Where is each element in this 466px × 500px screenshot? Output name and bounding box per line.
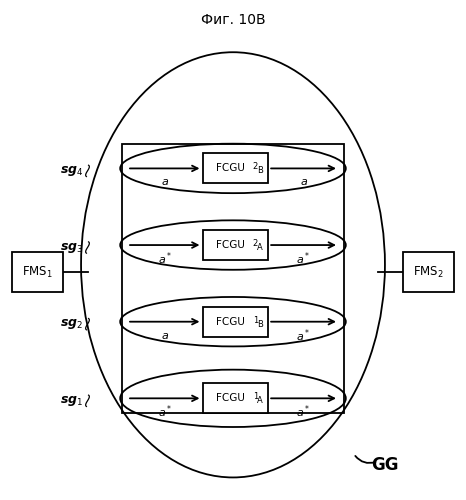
Text: B: B [257, 166, 263, 175]
Text: FCGU: FCGU [216, 394, 245, 404]
Text: sg$_1$: sg$_1$ [60, 394, 83, 408]
Text: FMS$_1$: FMS$_1$ [22, 264, 53, 280]
Text: $a^*$: $a^*$ [296, 327, 311, 344]
Text: FCGU: FCGU [216, 164, 245, 173]
Text: sg$_4$: sg$_4$ [60, 164, 83, 178]
Text: A: A [257, 243, 263, 252]
Text: sg$_2$: sg$_2$ [60, 317, 83, 331]
Text: $a^*$: $a^*$ [296, 404, 311, 420]
Text: 1: 1 [253, 392, 258, 402]
FancyBboxPatch shape [203, 306, 268, 337]
Text: $a$: $a$ [161, 178, 169, 188]
Text: $a^*$: $a^*$ [158, 404, 172, 420]
FancyBboxPatch shape [203, 154, 268, 184]
Text: A: A [257, 396, 263, 406]
Text: GG: GG [371, 456, 399, 474]
Text: 2: 2 [253, 239, 258, 248]
Text: FMS$_2$: FMS$_2$ [413, 264, 444, 280]
Text: 2: 2 [253, 162, 258, 172]
Text: $a$: $a$ [300, 178, 308, 188]
Text: Фиг. 10В: Фиг. 10В [201, 13, 265, 27]
Text: B: B [257, 320, 263, 328]
Text: 1: 1 [253, 316, 258, 325]
Text: sg$_3$: sg$_3$ [60, 240, 83, 254]
FancyBboxPatch shape [403, 252, 454, 292]
Text: $a^*$: $a^*$ [158, 250, 172, 267]
FancyBboxPatch shape [203, 230, 268, 260]
Text: FCGU: FCGU [216, 316, 245, 326]
Text: $a^*$: $a^*$ [296, 250, 311, 267]
Text: $a$: $a$ [161, 330, 169, 340]
FancyBboxPatch shape [203, 384, 268, 414]
FancyBboxPatch shape [12, 252, 63, 292]
Text: FCGU: FCGU [216, 240, 245, 250]
